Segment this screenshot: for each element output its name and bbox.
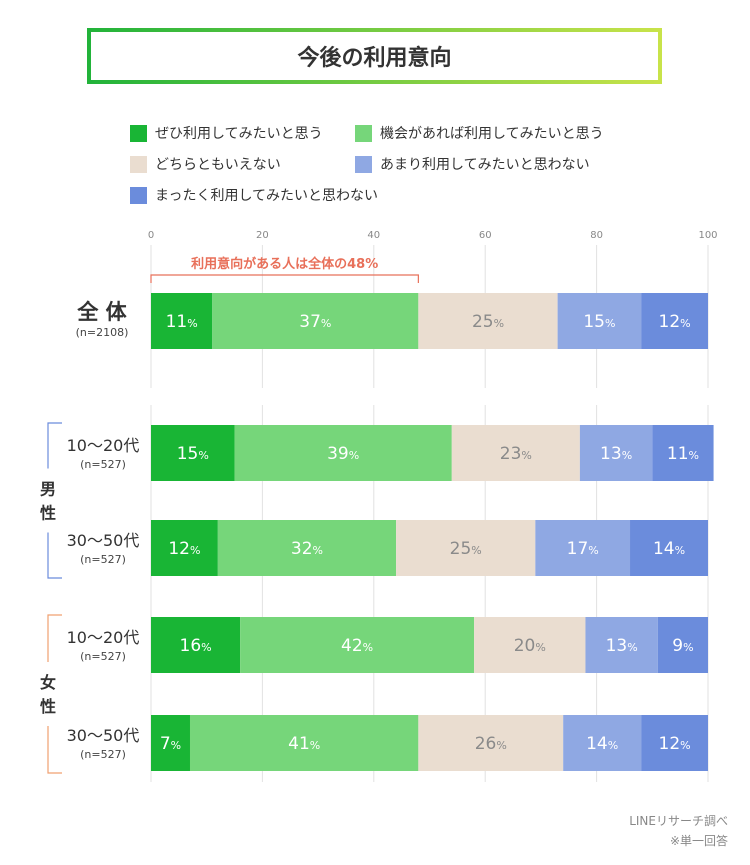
data-label: 25%: [472, 312, 504, 332]
bar-segment: [451, 425, 580, 481]
data-label: 12%: [168, 539, 200, 559]
bar-segment: [641, 715, 708, 771]
row-label: 全 体: [76, 300, 127, 324]
data-label: 20%: [514, 636, 546, 656]
stacked-bar-chart: 0 20 40 60 80 100 利用意向がある人は全体の48% 11% 37% 25% 15% 1…: [40, 230, 718, 782]
data-label: 16%: [180, 636, 212, 656]
annotation-label: 利用意向がある人は全体の48%: [191, 256, 378, 272]
bar-segment: [563, 715, 642, 771]
legend-swatch: [355, 155, 372, 173]
group-bracket: [47, 422, 62, 469]
bar-segment: [396, 520, 536, 576]
bar-segment: [418, 715, 564, 771]
group-label: 女: [40, 673, 56, 692]
data-label: 41%: [288, 734, 320, 754]
data-label: 15%: [177, 444, 209, 464]
bar-segment: [652, 425, 714, 481]
legend-item: どちらともいえない: [130, 154, 281, 174]
data-label: 42%: [341, 636, 373, 656]
legend-label: ぜひ利用してみたいと思う: [155, 126, 323, 142]
legend-label: どちらともいえない: [155, 157, 281, 173]
bar-segment: [234, 425, 452, 481]
x-tick-label: 100: [698, 230, 717, 241]
data-label: 12%: [659, 312, 691, 332]
data-label: 26%: [475, 734, 507, 754]
data-label: 11%: [166, 312, 198, 332]
data-label: 39%: [327, 444, 359, 464]
x-tick-label: 40: [367, 230, 380, 241]
bar-segment: [240, 617, 475, 673]
group-bracket: [47, 614, 62, 662]
data-label: 7%: [160, 734, 181, 754]
x-tick-label: 20: [256, 230, 269, 241]
data-label: 23%: [500, 444, 532, 464]
bar-segment: [641, 293, 708, 349]
bar-segment: [212, 293, 419, 349]
data-label: 14%: [653, 539, 685, 559]
bar-segment: [474, 617, 586, 673]
legend-swatch: [130, 155, 147, 173]
bar-segment: [535, 520, 631, 576]
legend-item: 機会があれば利用してみたいと思う: [355, 123, 604, 143]
bar-segment: [657, 617, 708, 673]
legend-label: あまり利用してみたいと思わない: [380, 157, 590, 173]
chart-title: 今後の利用意向: [87, 28, 662, 84]
bar-segment: [585, 617, 658, 673]
data-label: 37%: [299, 312, 331, 332]
x-tick-label: 60: [479, 230, 492, 241]
annotation-bracket: [150, 274, 419, 283]
bar-segment: [151, 520, 218, 576]
legend-swatch: [130, 186, 147, 204]
legend-item: ぜひ利用してみたいと思う: [130, 123, 323, 143]
legend-swatch: [355, 124, 372, 142]
bar-segment: [151, 293, 213, 349]
data-label: 13%: [600, 444, 632, 464]
row-label: 10〜20代: [67, 436, 140, 455]
bar-segment: [189, 715, 419, 771]
data-label: 15%: [583, 312, 615, 332]
bar-segment: [557, 293, 642, 349]
source-credit: LINEリサーチ調べ: [629, 814, 728, 828]
data-label: 11%: [667, 444, 699, 464]
bar-segment: [630, 520, 708, 576]
bar-segment: [418, 293, 558, 349]
bar-segment: [151, 425, 235, 481]
bar-segment: [579, 425, 653, 481]
data-label: 32%: [291, 539, 323, 559]
legend-item: まったく利用してみたいと思わない: [130, 185, 378, 205]
data-label: 13%: [606, 636, 638, 656]
x-tick-label: 0: [148, 230, 154, 241]
row-n-label: (n=527): [80, 748, 126, 761]
bar-segment: [151, 617, 241, 673]
group-label: 性: [40, 697, 56, 716]
note-credit: ※単一回答: [669, 834, 728, 848]
legend-label: 機会があれば利用してみたいと思う: [380, 126, 604, 142]
row-n-label: (n=527): [80, 458, 126, 471]
row-n-label: (n=527): [80, 650, 126, 663]
group-label: 男: [40, 480, 56, 499]
legend-label: まったく利用してみたいと思わない: [155, 188, 379, 204]
row-n-label: (n=2108): [76, 326, 129, 339]
group-bracket: [47, 532, 62, 579]
data-label: 9%: [672, 636, 693, 656]
row-label: 30〜50代: [67, 726, 140, 745]
group-label: 性: [40, 504, 56, 523]
data-label: 12%: [659, 734, 691, 754]
bar-segment: [217, 520, 397, 576]
legend-swatch: [130, 124, 147, 142]
bar-segment: [151, 715, 190, 771]
data-label: 14%: [586, 734, 618, 754]
row-n-label: (n=527): [80, 553, 126, 566]
row-label: 10〜20代: [67, 628, 140, 647]
group-bracket: [47, 726, 62, 774]
legend-item: あまり利用してみたいと思わない: [355, 154, 590, 174]
data-label: 17%: [567, 539, 599, 559]
data-label: 25%: [450, 539, 482, 559]
x-tick-label: 80: [590, 230, 603, 241]
row-label: 30〜50代: [67, 531, 140, 550]
